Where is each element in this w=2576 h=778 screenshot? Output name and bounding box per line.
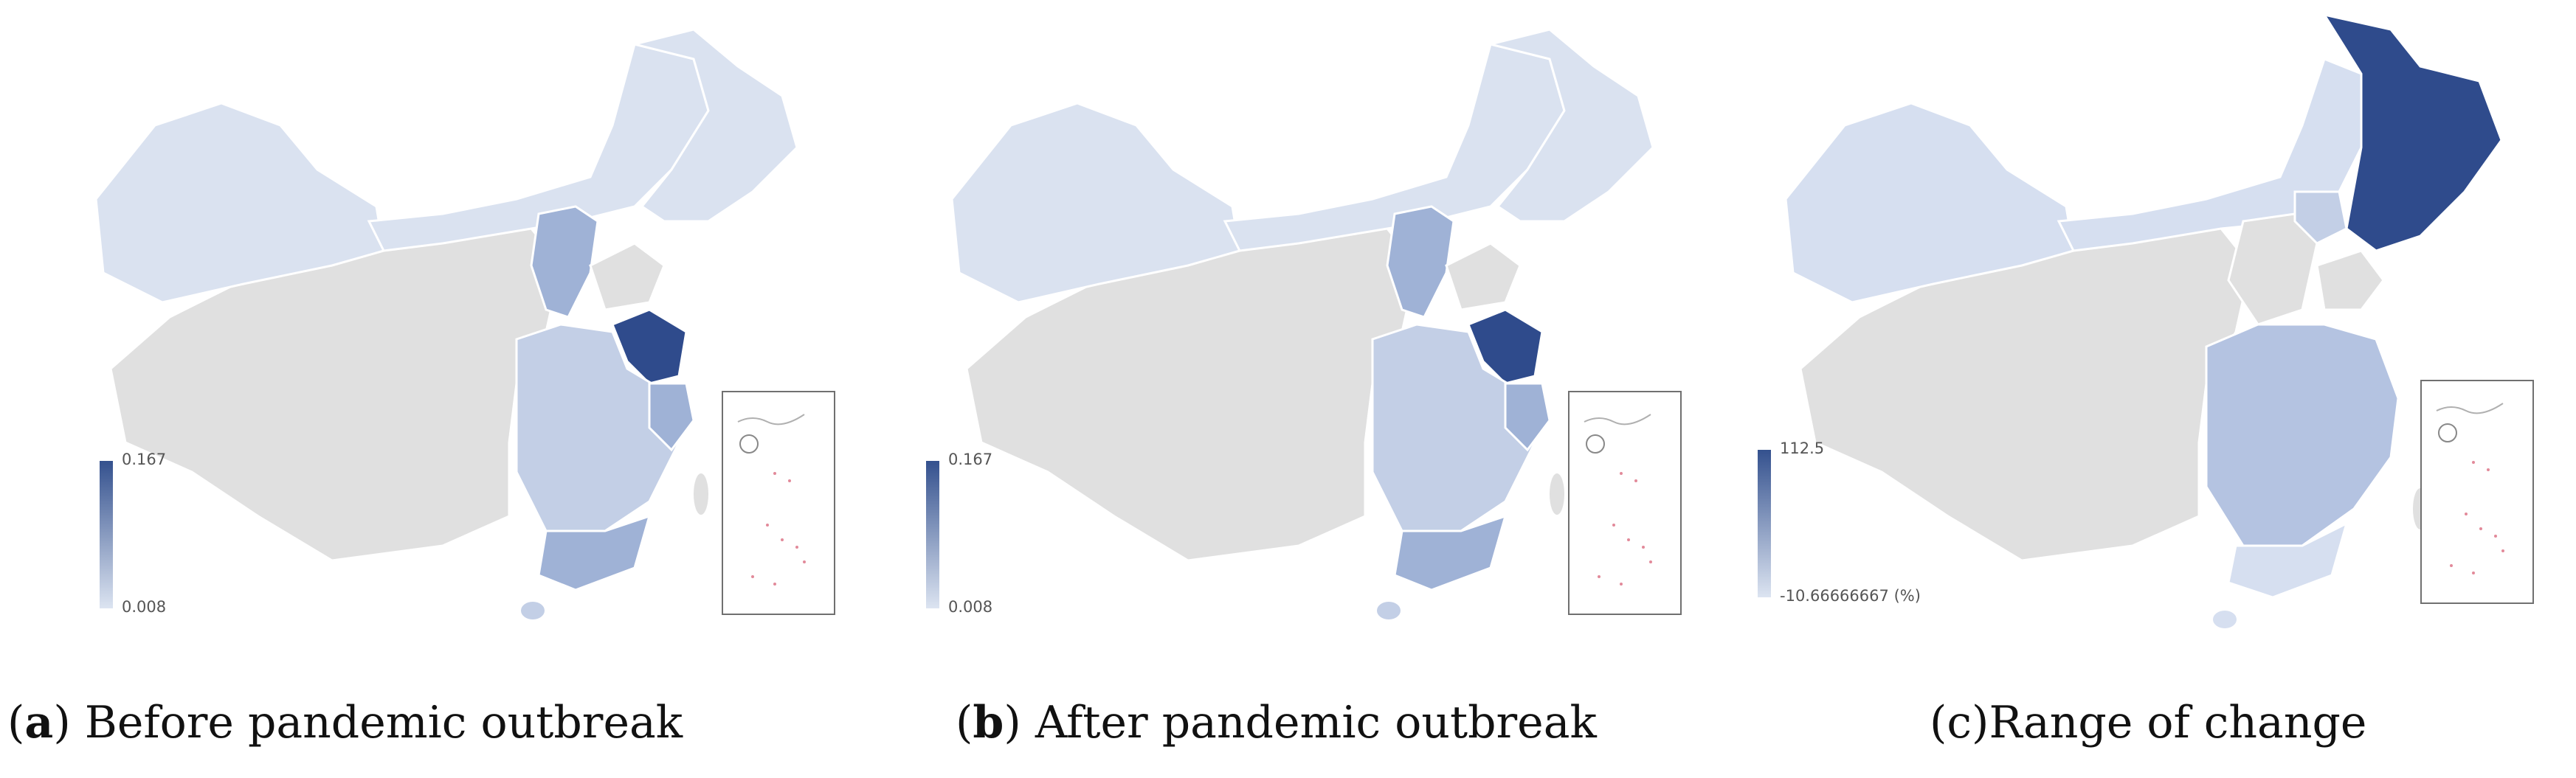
region-northeast (2321, 13, 2503, 252)
region-north-central (530, 205, 599, 319)
region-guangdong (2227, 521, 2349, 599)
china-map-c (1784, 13, 2503, 628)
region-hainan (2213, 611, 2237, 628)
region-zhejiang (1504, 382, 1551, 452)
map-panel-a: 0.167 0.008 (a) Before pandemic outbreak (0, 0, 856, 778)
legend-min-label: 0.008 (948, 598, 993, 616)
caption-b: (b) After pandemic outbreak (956, 697, 1597, 749)
map-panel-b: 0.167 0.008 (b) After pandemic outbreak (856, 0, 1712, 778)
region-northeast (1490, 28, 1654, 223)
caption-a: (a) Before pandemic outbreak (7, 697, 683, 749)
region-guangdong (537, 514, 652, 591)
region-central-east (2205, 323, 2400, 547)
china-map-a (94, 28, 798, 619)
region-taiwan (1550, 473, 1564, 515)
region-zhejiang (648, 382, 695, 452)
region-guangdong (1393, 514, 1508, 591)
region-shandong (1445, 242, 1522, 311)
legend-max-label: 0.167 (122, 451, 167, 468)
region-central-east (515, 323, 680, 532)
legend-gradient-bar (100, 461, 113, 608)
region-jiangsu (611, 308, 688, 385)
region-hainan (1377, 602, 1401, 619)
legend-min-label: -10.66666667 (%) (1780, 587, 1921, 605)
caption-c: (c)Range of change (1930, 697, 2367, 749)
legend-gradient-bar (1758, 450, 1771, 597)
region-north-central (1386, 205, 1455, 319)
region-shandong (589, 242, 666, 311)
region-hainan (521, 602, 545, 619)
legend-max-label: 0.167 (948, 451, 993, 468)
map-panel-c: 112.5 -10.66666667 (%) (c)Range of chang… (1712, 0, 2568, 778)
south-china-sea-inset-b (1568, 391, 1682, 615)
region-central-east (1371, 323, 1536, 532)
south-china-sea-inset-a (722, 391, 835, 615)
china-map-b (950, 28, 1654, 619)
legend-max-label: 112.5 (1780, 440, 1825, 457)
region-jiangsu (1467, 308, 1544, 385)
south-china-sea-inset-c (2420, 380, 2534, 604)
region-shandong (2316, 249, 2385, 311)
legend-min-label: 0.008 (122, 598, 167, 616)
region-taiwan (694, 473, 708, 515)
legend-gradient-bar (926, 461, 939, 608)
region-northeast (634, 28, 798, 223)
region-beijing-area (2293, 190, 2348, 245)
